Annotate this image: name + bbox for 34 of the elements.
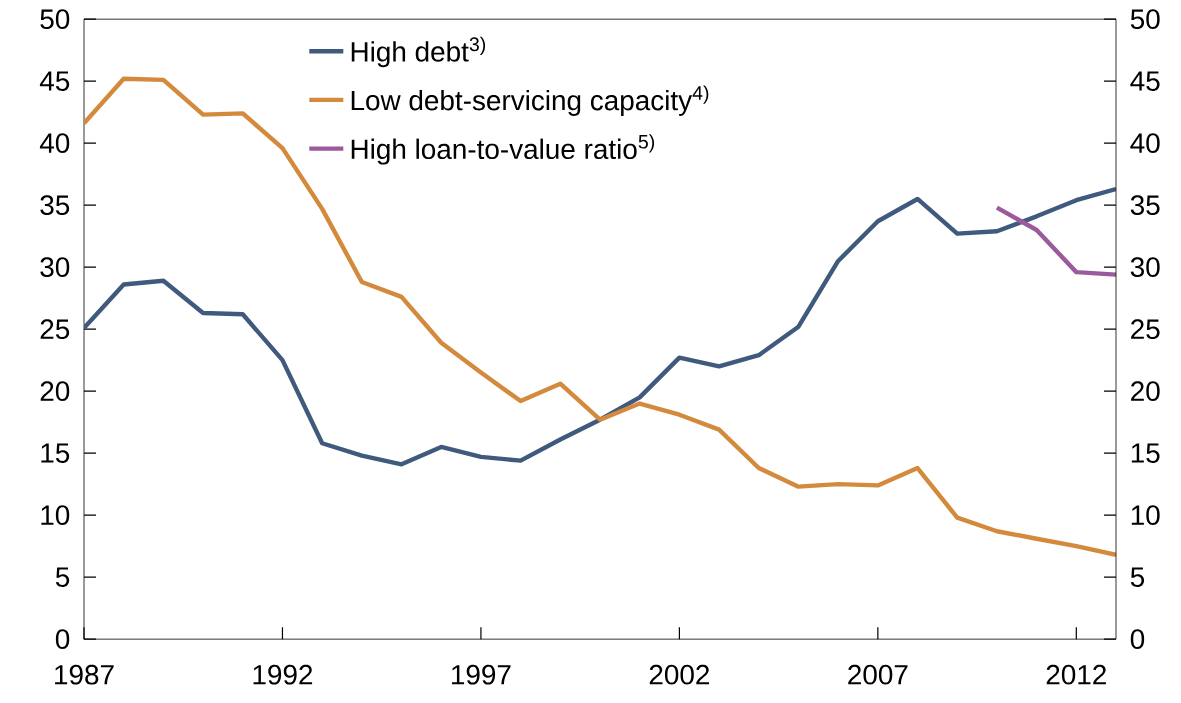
y2-tick-label: 5 [1130,567,1145,587]
y-tick-label: 5 [55,567,70,587]
y2-tick-label: 40 [1130,133,1160,153]
y2-tick-label: 35 [1130,195,1160,215]
y2-tick-label: 10 [1131,505,1160,525]
x-tick-label: 2007 [848,664,908,685]
y2-tick-label: 20 [1131,381,1160,401]
line-series [84,76,1117,557]
y-tick-label: 35 [40,195,70,215]
y-tick-label: 50 [40,9,70,29]
y-tick-label: 0 [55,629,70,649]
x-tick-label: 1987 [55,664,114,685]
x-tick-label: 1992 [253,664,313,685]
x-tick-label: 1997 [452,664,511,685]
y-tick-label: 20 [40,381,70,401]
y2-tick-label: 0 [1130,629,1145,649]
x-tick-label: 2012 [1046,664,1106,685]
y2-tick-label: 45 [1130,71,1160,91]
y-tick-label: 10 [41,505,70,525]
y2-tick-label: 25 [1131,319,1160,339]
y-tick-label: 25 [40,319,70,339]
legend-label: High loan-to-value ratio$^{5)}$ [351,134,655,165]
y-tick-label: 45 [39,71,70,91]
y2-tick-label: 15 [1131,443,1160,463]
y2-tick-label: 30 [1130,257,1160,277]
y-tick-label: 40 [39,133,70,153]
y2-tick-label: 50 [1130,9,1160,29]
x-tick-label: 2002 [649,664,710,685]
legend-label: High debt$^{3)}$ [351,36,486,68]
line-series [84,186,1117,467]
line-series [994,205,1117,277]
legend-label: Low debt-servicing capacity$^{4)}$ [351,85,709,116]
y-tick-label: 30 [40,257,70,277]
y-tick-label: 15 [41,443,70,463]
